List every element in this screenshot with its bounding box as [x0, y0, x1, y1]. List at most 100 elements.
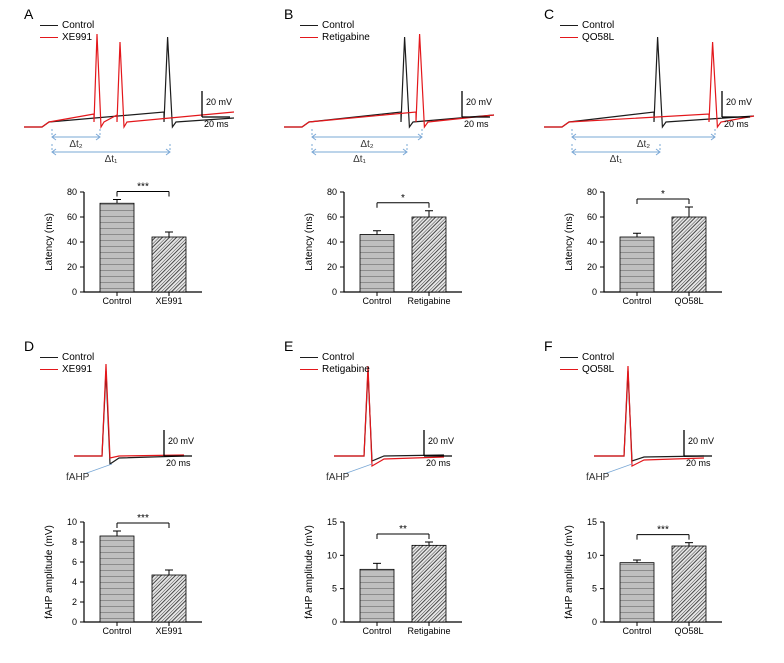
svg-text:QO58L: QO58L	[674, 626, 703, 636]
panel-label-a: A	[24, 6, 33, 22]
svg-text:60: 60	[67, 212, 77, 222]
bar-chart: 051015fAHP amplitude (mV)ControlRetigabi…	[304, 517, 462, 636]
panel-label-b: B	[284, 6, 293, 22]
svg-text:*: *	[401, 193, 405, 204]
bar-chart: 0246810fAHP amplitude (mV)ControlXE991**…	[44, 513, 202, 636]
svg-text:60: 60	[327, 212, 337, 222]
legend-label: Control	[62, 20, 94, 31]
legend-label: Retigabine	[322, 364, 370, 375]
svg-text:20 mV: 20 mV	[206, 97, 232, 107]
svg-text:40: 40	[327, 237, 337, 247]
panel-label-c: C	[544, 6, 554, 22]
svg-text:Control: Control	[622, 626, 651, 636]
svg-text:20 ms: 20 ms	[724, 119, 749, 129]
svg-text:10: 10	[67, 517, 77, 527]
svg-text:***: ***	[137, 513, 149, 524]
svg-text:**: **	[399, 524, 407, 535]
svg-text:20 mV: 20 mV	[466, 97, 492, 107]
svg-text:2: 2	[72, 597, 77, 607]
trace-group: Δt₂ Δt₁ 20 mV 20 ms	[284, 34, 494, 165]
legend-label: Control	[322, 352, 354, 363]
svg-text:0: 0	[72, 617, 77, 627]
svg-text:5: 5	[332, 584, 337, 594]
svg-text:Δt₁: Δt₁	[105, 154, 118, 165]
legend-label: Retigabine	[322, 32, 370, 43]
bar-chart: 0 5 10 15 fAHP amplitude (mV) Control QO58L ***	[564, 517, 722, 636]
legend-label: Control	[582, 352, 614, 363]
svg-text:80: 80	[67, 187, 77, 197]
svg-text:***: ***	[657, 525, 669, 536]
legend-label: Control	[62, 352, 94, 363]
svg-text:Latency (ms): Latency (ms)	[304, 213, 315, 271]
svg-text:20 ms: 20 ms	[426, 458, 451, 468]
svg-text:20 ms: 20 ms	[464, 119, 489, 129]
svg-text:***: ***	[137, 182, 149, 193]
svg-text:Control: Control	[622, 296, 651, 306]
svg-text:20 mV: 20 mV	[168, 436, 194, 446]
legend-label: Control	[582, 20, 614, 31]
legend-a: Control XE991	[40, 20, 94, 44]
svg-text:Δt₂: Δt₂	[69, 139, 82, 150]
svg-text:60: 60	[587, 212, 597, 222]
svg-text:Latency (ms): Latency (ms)	[44, 213, 55, 271]
svg-text:Control: Control	[102, 296, 131, 306]
svg-text:fAHP amplitude (mV): fAHP amplitude (mV)	[44, 525, 55, 619]
svg-text:Latency (ms): Latency (ms)	[564, 213, 575, 271]
svg-text:*: *	[661, 189, 665, 200]
svg-text:Δt₂: Δt₂	[637, 139, 650, 150]
figure-svg: Δt₂Δt₁20 mV20 msΔt₂Δt₁20 mV20 msΔt₂Δt₁20…	[0, 0, 784, 663]
panel-label-d: D	[24, 338, 34, 354]
trace-group: Δt₂ Δt₁ 20 mV 20 ms	[24, 34, 234, 165]
svg-text:Δt₂: Δt₂	[360, 139, 373, 150]
svg-text:0: 0	[592, 287, 597, 297]
trace-group: Δt₂Δt₁20 mV20 ms	[544, 37, 754, 165]
legend-label: QO58L	[582, 32, 614, 43]
svg-text:10: 10	[587, 550, 597, 560]
svg-text:20: 20	[67, 262, 77, 272]
legend-f: Control QO58L	[560, 352, 614, 376]
svg-text:0: 0	[332, 617, 337, 627]
trace-group: fAHP 20 mV 20 ms	[326, 366, 454, 483]
svg-text:20 ms: 20 ms	[204, 119, 229, 129]
svg-text:Control: Control	[362, 626, 391, 636]
svg-text:0: 0	[332, 287, 337, 297]
bar-chart: 020406080Latency (ms)ControlQO58L*	[564, 187, 722, 306]
svg-text:XE991: XE991	[155, 626, 182, 636]
svg-text:QO58L: QO58L	[674, 296, 703, 306]
legend-d: Control XE991	[40, 352, 94, 376]
svg-text:Control: Control	[362, 296, 391, 306]
svg-text:8: 8	[72, 537, 77, 547]
bar-chart: 0 20 40 60 80 Latency (ms) Control Retigabine *	[304, 187, 462, 306]
figure-root: Δt₂Δt₁20 mV20 msΔt₂Δt₁20 mV20 msΔt₂Δt₁20…	[0, 0, 784, 663]
legend-label: XE991	[62, 364, 92, 375]
legend-label: Control	[322, 20, 354, 31]
svg-text:80: 80	[587, 187, 597, 197]
svg-text:Control: Control	[102, 626, 131, 636]
svg-text:fAHP: fAHP	[66, 472, 90, 483]
svg-text:Retigabine: Retigabine	[407, 626, 450, 636]
svg-text:fAHP: fAHP	[326, 472, 350, 483]
svg-text:15: 15	[587, 517, 597, 527]
svg-text:40: 40	[587, 237, 597, 247]
panel-label-f: F	[544, 338, 553, 354]
svg-text:20 mV: 20 mV	[688, 436, 714, 446]
svg-text:fAHP amplitude (mV): fAHP amplitude (mV)	[564, 525, 575, 619]
svg-text:20: 20	[327, 262, 337, 272]
panel-label-e: E	[284, 338, 293, 354]
svg-text:0: 0	[592, 617, 597, 627]
svg-text:20 mV: 20 mV	[428, 436, 454, 446]
svg-text:Δt₁: Δt₁	[353, 154, 366, 165]
svg-text:0: 0	[72, 287, 77, 297]
trace-group: fAHP20 mV20 ms	[66, 364, 194, 483]
svg-text:20 ms: 20 ms	[686, 458, 711, 468]
svg-text:5: 5	[592, 584, 597, 594]
legend-e: Control Retigabine	[300, 352, 370, 376]
svg-text:fAHP: fAHP	[586, 472, 610, 483]
svg-text:6: 6	[72, 557, 77, 567]
svg-text:Retigabine: Retigabine	[407, 296, 450, 306]
bar-chart: 020406080Latency (ms)ControlXE991***	[44, 182, 202, 307]
svg-text:80: 80	[327, 187, 337, 197]
svg-text:15: 15	[327, 517, 337, 527]
trace-group: fAHP 20 mV 20 ms	[586, 366, 714, 483]
svg-text:Δt₁: Δt₁	[610, 154, 623, 165]
